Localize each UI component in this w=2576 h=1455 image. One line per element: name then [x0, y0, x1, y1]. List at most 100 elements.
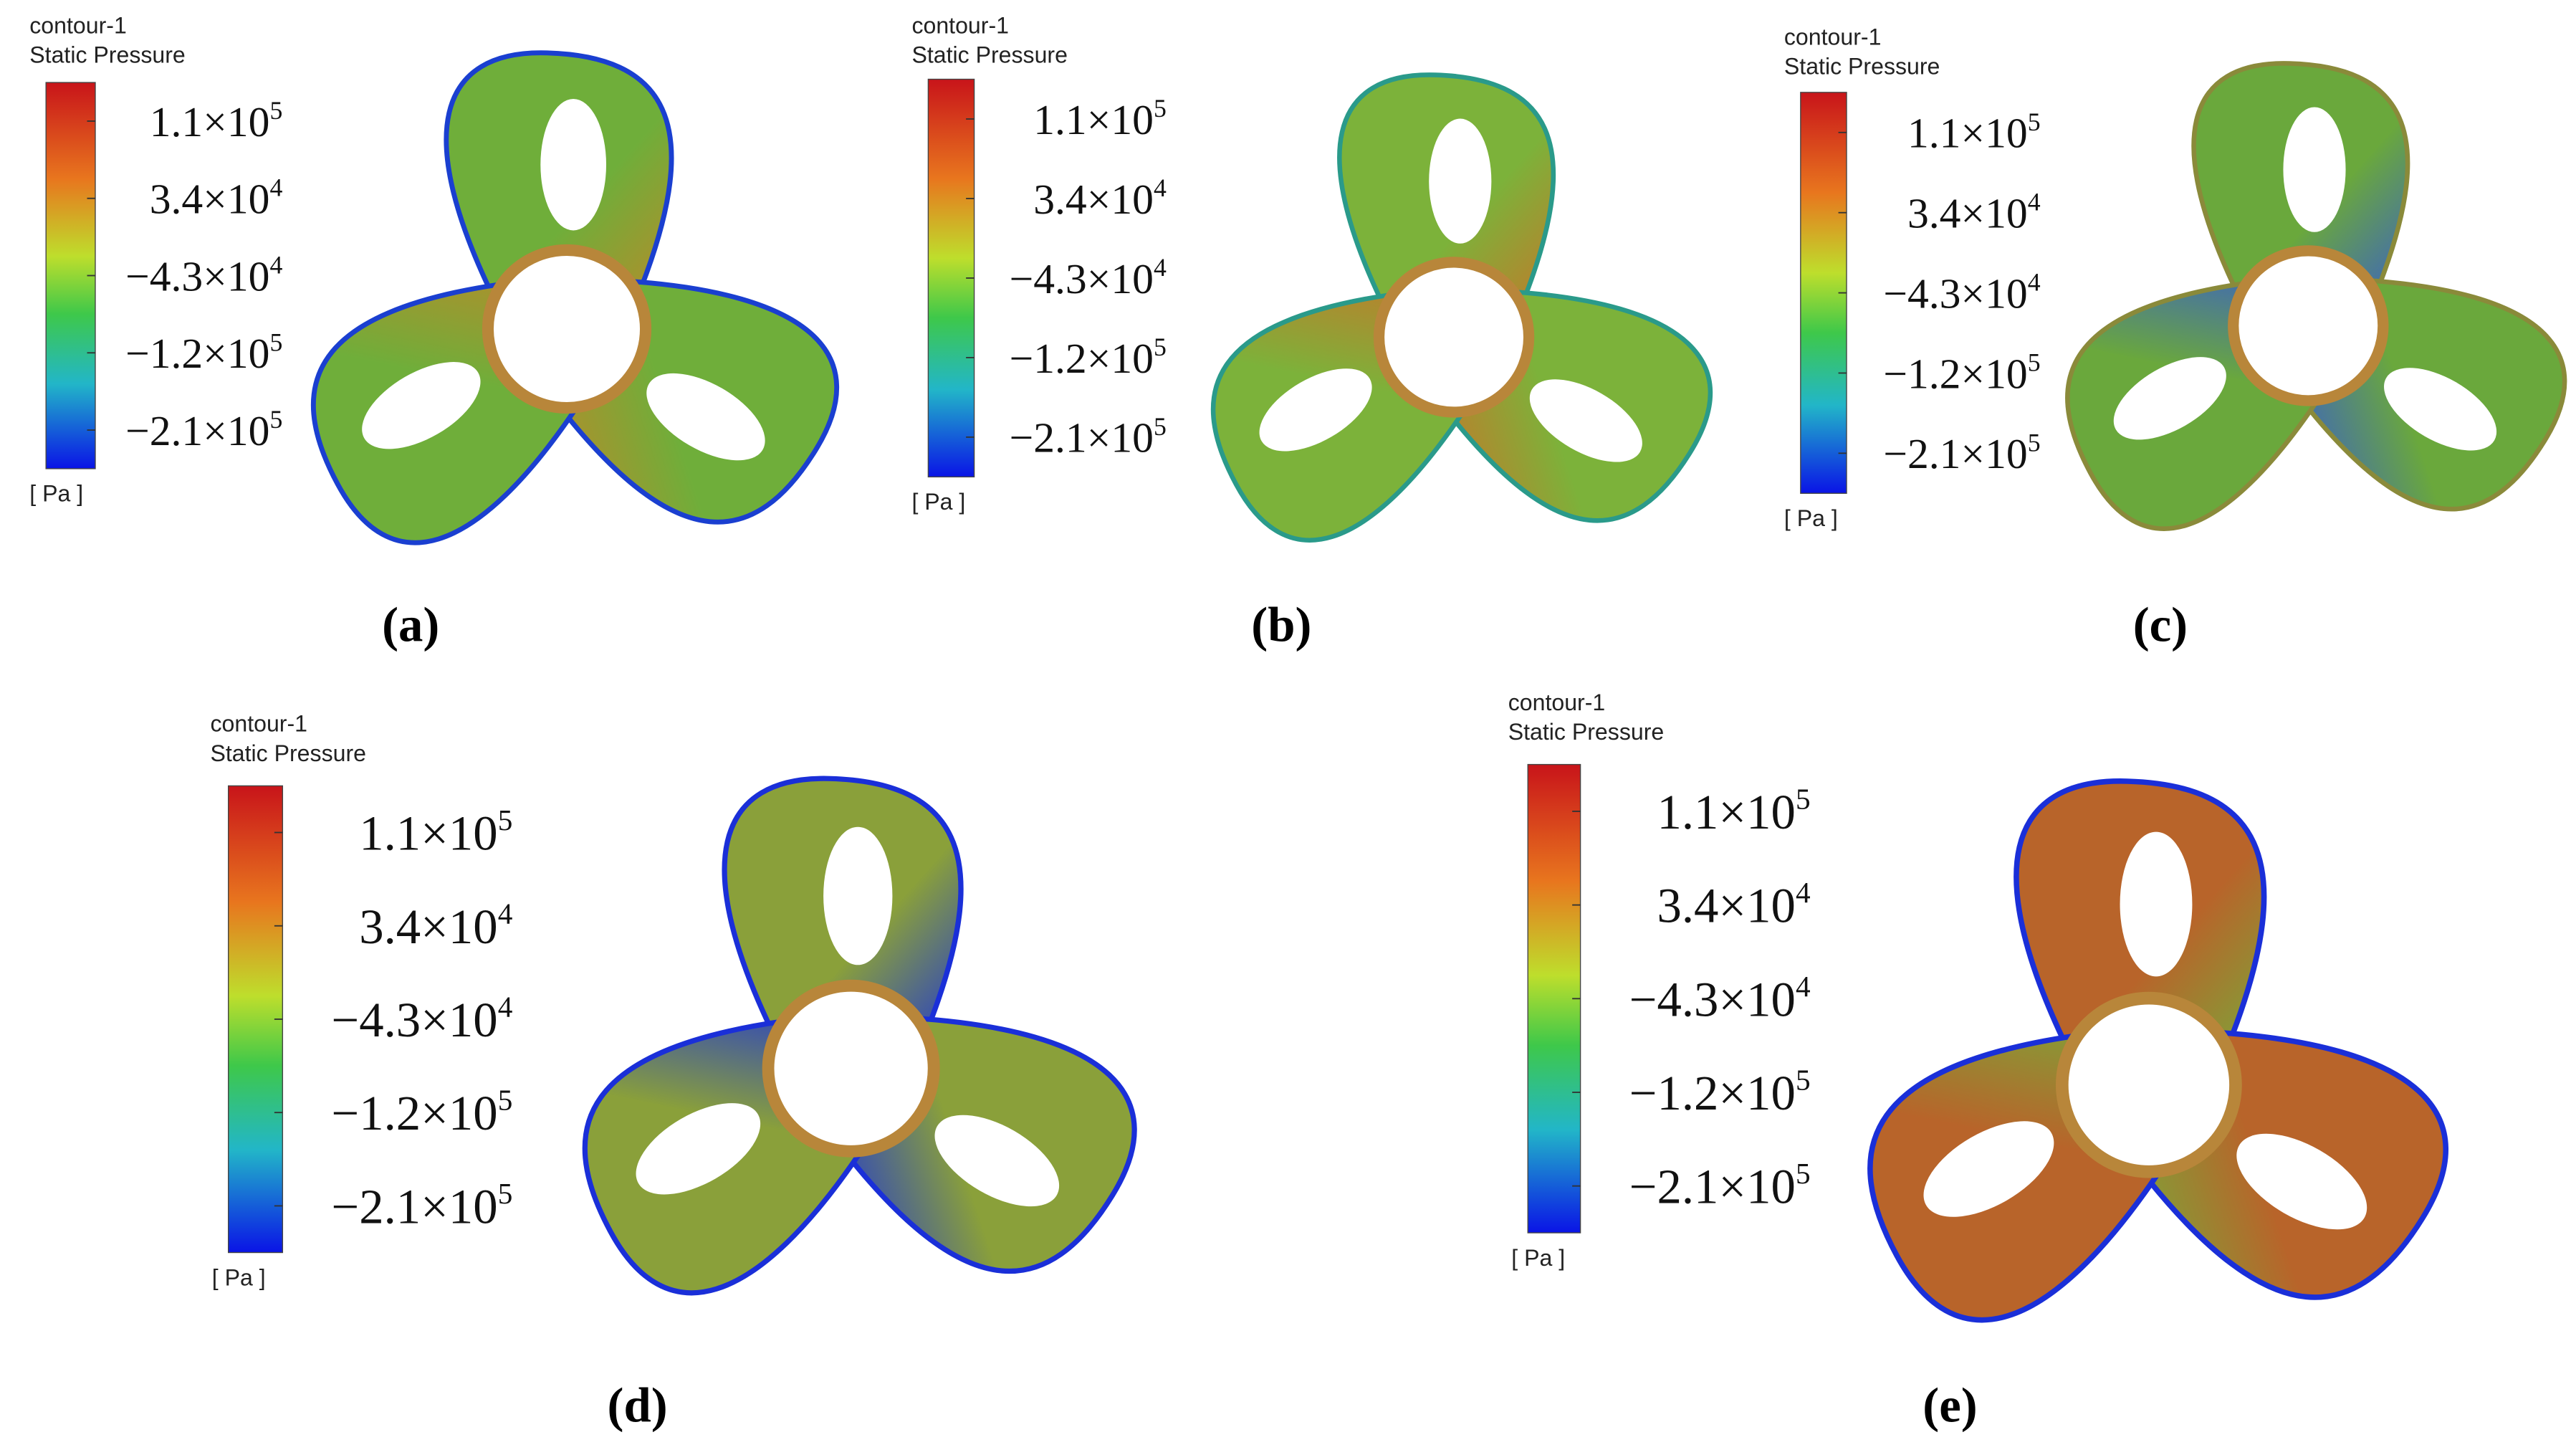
colorbar-label: −2.1×105 [1629, 1157, 1811, 1214]
label-base: 3.4×10 [150, 176, 270, 223]
label-exponent: 4 [498, 897, 513, 930]
blade-opening [2283, 107, 2346, 232]
legend-quantity: Static Pressure [29, 42, 186, 68]
label-exponent: 5 [1796, 782, 1811, 815]
label-base: −4.3×10 [1883, 269, 2027, 317]
blade [2191, 61, 2410, 307]
label-exponent: 5 [498, 1084, 513, 1117]
colorbar-label: 3.4×104 [1657, 876, 1810, 933]
label-base: 1.1×10 [1033, 96, 1154, 143]
label-exponent: 4 [1154, 253, 1167, 282]
unit: [ Pa ] [911, 489, 965, 515]
propeller [310, 50, 840, 545]
propeller [2065, 61, 2567, 531]
caption: (b) [1251, 598, 1311, 652]
legend-title: contour-1 [911, 12, 1009, 38]
label-base: 1.1×10 [1657, 785, 1796, 839]
propeller [1867, 778, 2449, 1323]
label-exponent: 5 [1154, 412, 1167, 441]
label-exponent: 5 [1154, 333, 1167, 361]
hub [1373, 257, 1535, 418]
blade-opening [636, 1103, 761, 1195]
blade [444, 50, 674, 309]
colorbar [1527, 763, 1581, 1234]
colorbar-label: −2.1×105 [1883, 428, 2040, 477]
label-exponent: 5 [2028, 428, 2041, 457]
unit: [ Pa ] [29, 481, 83, 507]
colorbar-label: −1.2×105 [1010, 333, 1167, 382]
legend-quantity: Static Pressure [1508, 719, 1665, 745]
hub [2056, 991, 2242, 1178]
label-exponent: 5 [2028, 348, 2041, 376]
label-base: −1.2×10 [125, 330, 269, 377]
colorbar-label: −1.2×105 [125, 328, 282, 377]
label-exponent: 5 [1154, 94, 1167, 123]
label-base: −2.1×10 [1629, 1160, 1796, 1214]
blade-opening [2120, 831, 2193, 977]
colorbar [228, 785, 284, 1254]
colorbar-label: −1.2×105 [1883, 348, 2040, 397]
colorbar-label: 3.4×104 [1907, 188, 2041, 237]
label-base: 3.4×10 [1657, 879, 1796, 933]
legend-title: contour-1 [29, 12, 127, 38]
caption: (e) [1923, 1378, 1977, 1433]
unit: [ Pa ] [1784, 505, 1838, 531]
caption: (a) [382, 598, 439, 652]
label-base: 3.4×10 [1033, 176, 1154, 223]
hub [2228, 245, 2389, 406]
blade [722, 776, 964, 1047]
label-exponent: 4 [1796, 970, 1811, 1003]
caption: (d) [608, 1378, 668, 1433]
blade-opening [646, 373, 765, 461]
colorbar-label: 3.4×104 [1033, 173, 1167, 223]
colorbar-label: −4.3×104 [1629, 970, 1811, 1027]
label-exponent: 5 [269, 96, 282, 125]
colorbar-label: −2.1×105 [125, 405, 282, 454]
label-base: −4.3×10 [1629, 972, 1796, 1026]
label-exponent: 4 [1796, 876, 1811, 909]
label-base: −1.2×10 [331, 1086, 497, 1140]
label-exponent: 4 [1154, 173, 1167, 202]
legend-title: contour-1 [210, 711, 307, 737]
label-base: −4.3×10 [1010, 255, 1154, 302]
unit: [ Pa ] [1511, 1245, 1565, 1271]
blade [2014, 778, 2267, 1063]
label-base: −2.1×10 [1883, 430, 2027, 477]
caption: (c) [2133, 598, 2188, 652]
colorbar-label: 1.1×105 [359, 803, 512, 861]
label-exponent: 4 [269, 173, 282, 202]
blade [1337, 72, 1556, 318]
colorbar-label: −4.3×104 [331, 991, 512, 1048]
label-exponent: 5 [269, 328, 282, 356]
label-base: 1.1×10 [359, 806, 498, 861]
label-base: 1.1×10 [1907, 110, 2028, 157]
blade-opening [2384, 368, 2497, 451]
blade-opening [2236, 1133, 2367, 1230]
colorbar-label: −4.3×104 [125, 251, 282, 300]
legend-title: contour-1 [1508, 690, 1606, 715]
unit: [ Pa ] [212, 1264, 266, 1290]
blade-opening [823, 826, 893, 965]
legend-quantity: Static Pressure [911, 42, 1068, 68]
label-base: −2.1×10 [331, 1179, 497, 1234]
legend-quantity: Static Pressure [210, 740, 365, 766]
colorbar-label: 1.1×105 [1657, 782, 1810, 839]
blade-opening [934, 1115, 1060, 1207]
label-base: −4.3×10 [331, 993, 497, 1047]
label-exponent: 5 [1796, 1157, 1811, 1190]
blade-opening [2113, 357, 2226, 440]
label-exponent: 4 [2028, 268, 2041, 297]
legend-quantity: Static Pressure [1784, 54, 1940, 80]
propeller [582, 776, 1137, 1296]
colorbar-label: −4.3×104 [1883, 268, 2040, 318]
colorbar-label: −1.2×105 [331, 1084, 512, 1141]
colorbar-label: −4.3×104 [1010, 253, 1167, 302]
colorbar-label: 3.4×104 [359, 897, 512, 954]
label-base: −1.2×10 [1010, 335, 1154, 382]
blade-opening [1429, 118, 1492, 244]
